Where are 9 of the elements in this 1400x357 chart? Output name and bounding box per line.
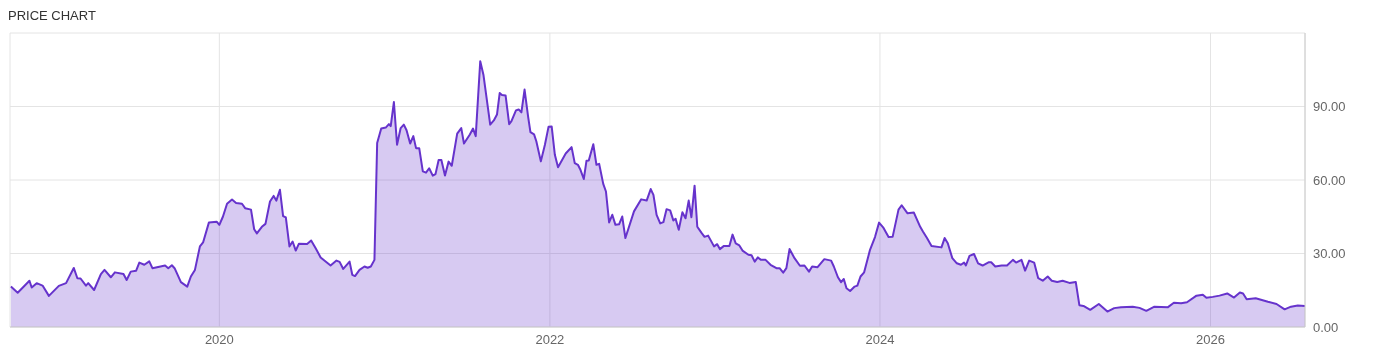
x-tick-label: 2022 — [535, 332, 565, 348]
y-tick-label: 90.00 — [1313, 99, 1346, 115]
chart-title: PRICE CHART — [8, 8, 97, 25]
x-tick-label: 2020 — [204, 332, 234, 348]
x-tick-label: 2026 — [1196, 332, 1225, 348]
y-tick-label: 0.00 — [1313, 319, 1339, 335]
x-tick-label: 2024 — [865, 332, 895, 348]
y-tick-label: 60.00 — [1313, 172, 1346, 188]
y-tick-label: 30.00 — [1313, 246, 1346, 262]
